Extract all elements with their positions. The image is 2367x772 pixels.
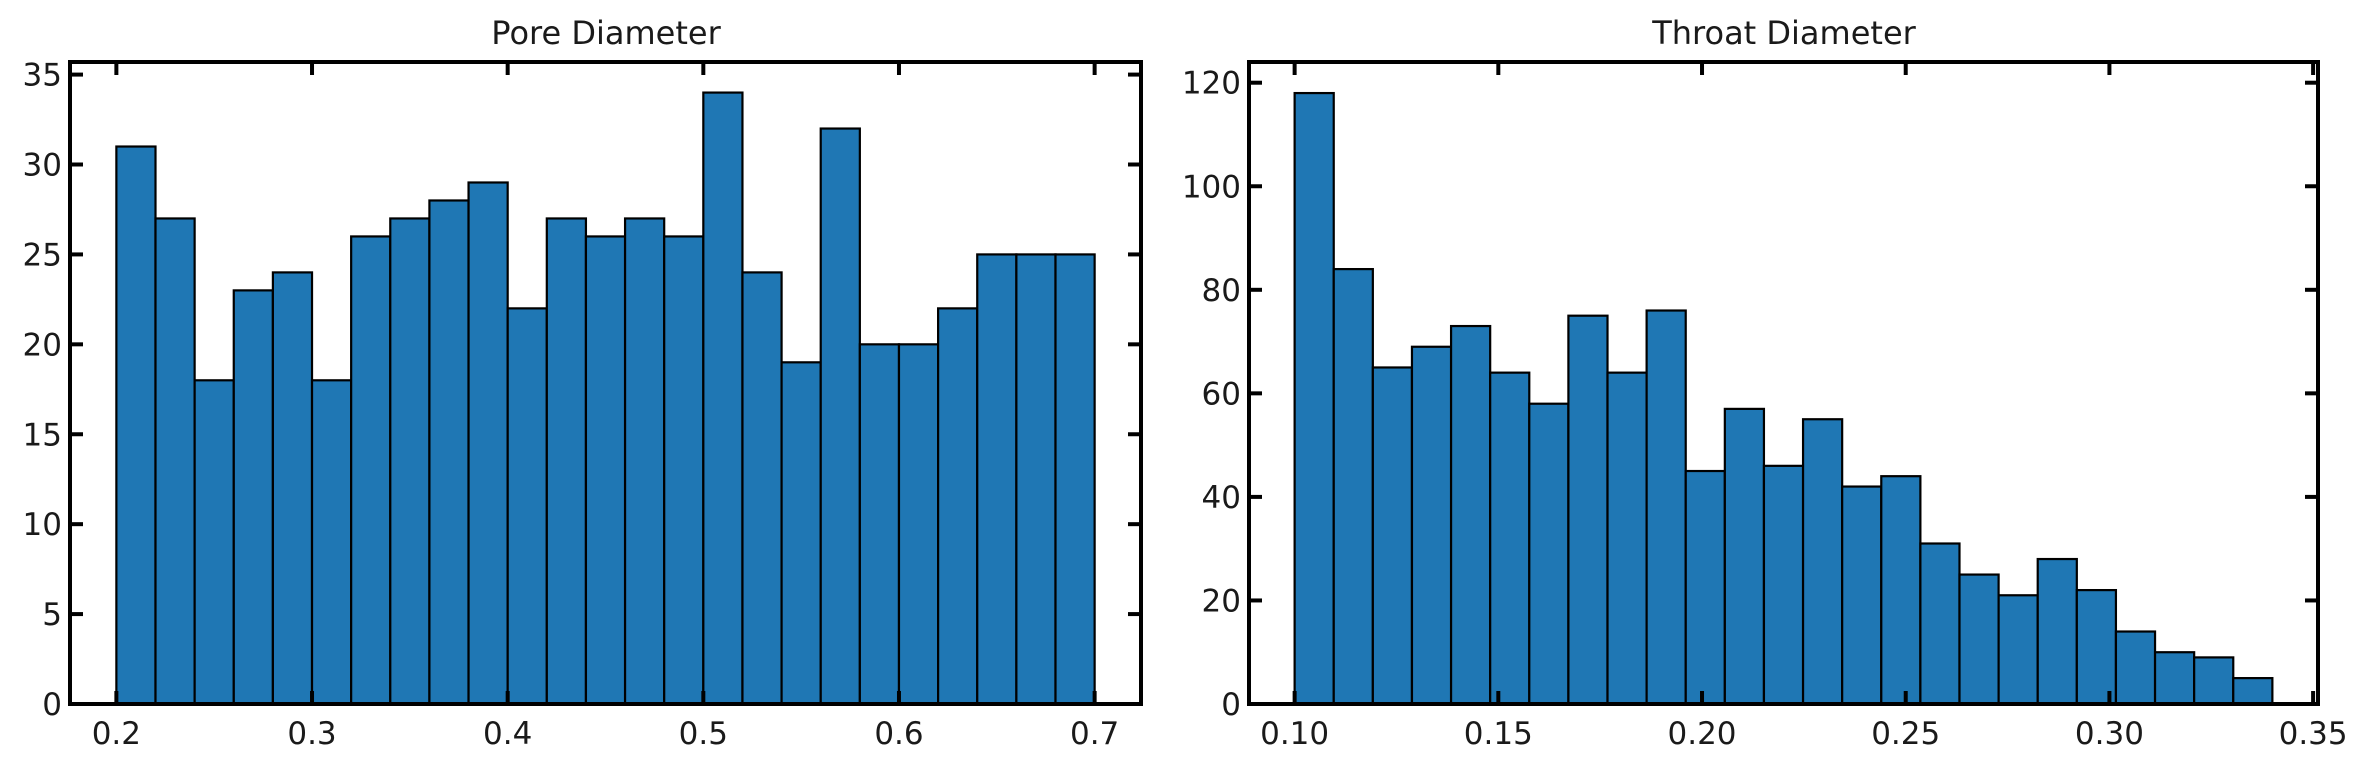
- histogram-bar: [1489, 371, 1531, 706]
- x-tick-label: 0.7: [1070, 716, 1119, 752]
- histogram-bar: [1606, 371, 1648, 706]
- pore-diameter-chart: Pore Diameter 0.2 0.3 0.4 0.5 0.6 0.7 0 5 10 15 20…: [23, 14, 1143, 752]
- x-tick-label: 0.35: [2279, 716, 2348, 752]
- histogram-bar: [2075, 588, 2118, 706]
- histogram-bar: [1645, 309, 1687, 706]
- y-tick-label: 10: [23, 507, 62, 543]
- histogram-bar: [389, 217, 431, 706]
- histogram-bar: [976, 253, 1018, 706]
- x-tick-label: 0.25: [1871, 716, 1940, 752]
- histogram-bar: [1410, 345, 1453, 706]
- histogram-bar: [937, 307, 979, 706]
- y-tick-label: 15: [23, 417, 62, 453]
- histogram-bar: [1371, 366, 1414, 706]
- histogram-bar: [428, 199, 470, 706]
- y-tick-label: 60: [1202, 376, 1241, 412]
- x-tick-label: 0.20: [1668, 716, 1737, 752]
- histogram-bar: [1723, 407, 1766, 706]
- histogram-bar: [1762, 464, 1805, 706]
- histogram-bar: [1958, 573, 2000, 706]
- y-tick-label: 40: [1202, 480, 1241, 516]
- histogram-bar: [1449, 324, 1492, 706]
- y-tick-label: 0: [42, 687, 62, 723]
- histogram-bar: [1684, 469, 1726, 706]
- histogram-bar: [1293, 91, 1335, 706]
- y-tick-label: 25: [23, 237, 62, 273]
- x-tick-label: 0.30: [2075, 716, 2144, 752]
- histogram-bar: [467, 181, 509, 706]
- histogram-bar: [858, 343, 901, 706]
- y-tick-label: 20: [1202, 583, 1241, 619]
- x-tick-label: 0.10: [1260, 716, 1329, 752]
- histogram-bar: [623, 217, 666, 706]
- y-tick-label: 100: [1182, 169, 1241, 205]
- y-tick-label: 20: [23, 327, 62, 363]
- histogram-bar: [1880, 475, 1922, 706]
- histogram-bar: [584, 235, 627, 706]
- histogram-bar: [1054, 253, 1096, 706]
- histogram-bar: [271, 271, 314, 706]
- histogram-bar: [1015, 253, 1057, 706]
- x-tick-label: 0.4: [483, 716, 532, 752]
- histogram-bar: [2232, 677, 2274, 706]
- histogram-bar: [1567, 314, 1609, 706]
- y-tick-label: 35: [23, 58, 62, 94]
- histogram-bar: [1997, 594, 2039, 706]
- histogram-bar: [897, 343, 940, 706]
- histogram-bar: [545, 217, 588, 706]
- histogram-bar: [819, 127, 861, 706]
- axes-frame: [1247, 60, 2320, 706]
- histogram-bar: [1919, 542, 1961, 706]
- y-tick-label: 5: [42, 597, 62, 633]
- histogram-bar: [741, 271, 783, 706]
- histogram-bar: [1841, 485, 1883, 706]
- histogram-bar: [115, 145, 157, 706]
- chart-title: Pore Diameter: [491, 14, 721, 52]
- x-tick-label: 0.15: [1464, 716, 1533, 752]
- histogram-bar: [2114, 630, 2157, 706]
- histogram-bar: [2153, 651, 2196, 706]
- axes-frame: [68, 60, 1143, 706]
- histogram-bar: [1801, 418, 1844, 706]
- histogram-bar: [702, 91, 744, 706]
- histogram-bar: [2193, 656, 2235, 706]
- histogram-bar: [232, 289, 274, 706]
- x-tick-label: 0.3: [287, 716, 336, 752]
- histogram-bar: [350, 235, 392, 706]
- y-tick-label: 80: [1202, 273, 1241, 309]
- histogram-bar: [663, 235, 705, 706]
- histogram-bar: [506, 307, 548, 706]
- x-tick-label: 0.5: [679, 716, 728, 752]
- histogram-bar: [310, 379, 353, 706]
- y-tick-label: 30: [23, 148, 62, 184]
- histogram-bar: [2036, 557, 2078, 706]
- y-tick-label: 120: [1182, 66, 1241, 102]
- y-tick-label: 0: [1221, 687, 1241, 723]
- histogram-bar: [1332, 267, 1374, 706]
- histogram-bar: [193, 379, 235, 706]
- x-tick-label: 0.2: [92, 716, 141, 752]
- chart-title: Throat Diameter: [1651, 14, 1916, 52]
- x-tick-label: 0.6: [874, 716, 923, 752]
- histogram-bar: [154, 217, 196, 706]
- throat-diameter-chart: Throat Diameter 0.10 0.15 0.20 0.25 0.30 0.35…: [1182, 14, 2348, 752]
- histogram-bar: [780, 361, 822, 706]
- histogram-bar: [1528, 402, 1570, 706]
